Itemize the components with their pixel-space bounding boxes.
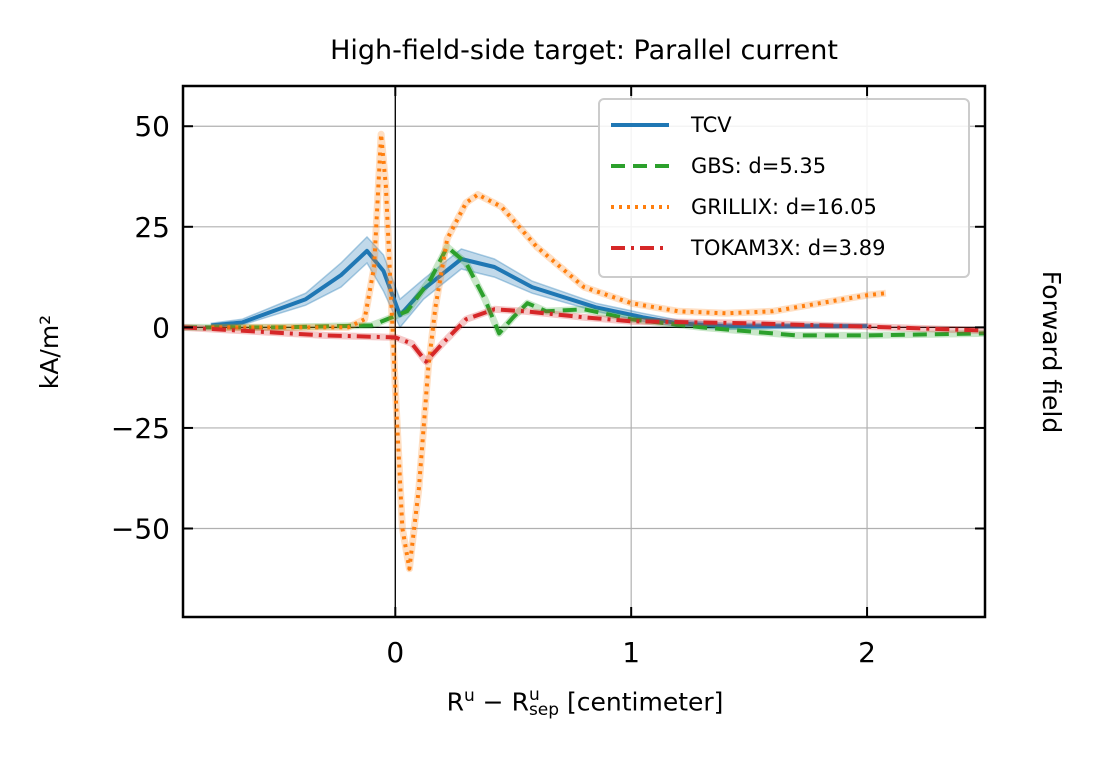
x-label-unit: [centimeter] xyxy=(559,687,724,717)
right-axis-label: Forward field xyxy=(1037,271,1066,433)
x-axis-label: Ru − Ru sep [centimeter] xyxy=(0,685,1098,721)
y-tick-label: −50 xyxy=(111,513,170,546)
y-tick-label: −25 xyxy=(111,412,170,445)
legend: TCV GBS: d=5.35 GRILLIX: d=16.05 TOKAM3X: d… xyxy=(598,98,970,278)
series-lines xyxy=(183,130,985,573)
chart-title: High-field-side target: Parallel current xyxy=(330,35,838,66)
x-tick-label: 2 xyxy=(858,636,876,669)
legend-label-grillix-d-16-05: GRILLIX: d=16.05 xyxy=(691,195,877,219)
y-tick-label: 0 xyxy=(152,311,170,344)
x-tick-label: 0 xyxy=(386,636,404,669)
x-label-superscript-2: u xyxy=(528,685,540,706)
plot-frame xyxy=(181,84,987,619)
x-label-subscript: sep xyxy=(528,700,560,721)
tokam3x-d-3-89-line xyxy=(183,307,985,364)
grillix-d-16-05-line xyxy=(211,132,887,571)
x-label-superscript: u xyxy=(463,686,475,706)
x-label-minus: − xyxy=(474,687,512,717)
legend-label-tokam3x-d-3-89: TOKAM3X: d=3.89 xyxy=(690,236,885,260)
x-label-base-2: R xyxy=(511,687,529,717)
y-axis-label: kA/m² xyxy=(35,315,64,389)
x-label-base: R xyxy=(446,687,464,717)
y-tick-label: 25 xyxy=(134,211,170,244)
legend-label-gbs-d-5-35: GBS: d=5.35 xyxy=(691,154,826,178)
y-tick-label: 50 xyxy=(134,110,170,143)
legend-box xyxy=(598,98,970,278)
x-tick-label: 1 xyxy=(622,636,640,669)
gbs-d-5-35-line xyxy=(183,244,985,338)
legend-label-tcv: TCV xyxy=(690,113,732,137)
